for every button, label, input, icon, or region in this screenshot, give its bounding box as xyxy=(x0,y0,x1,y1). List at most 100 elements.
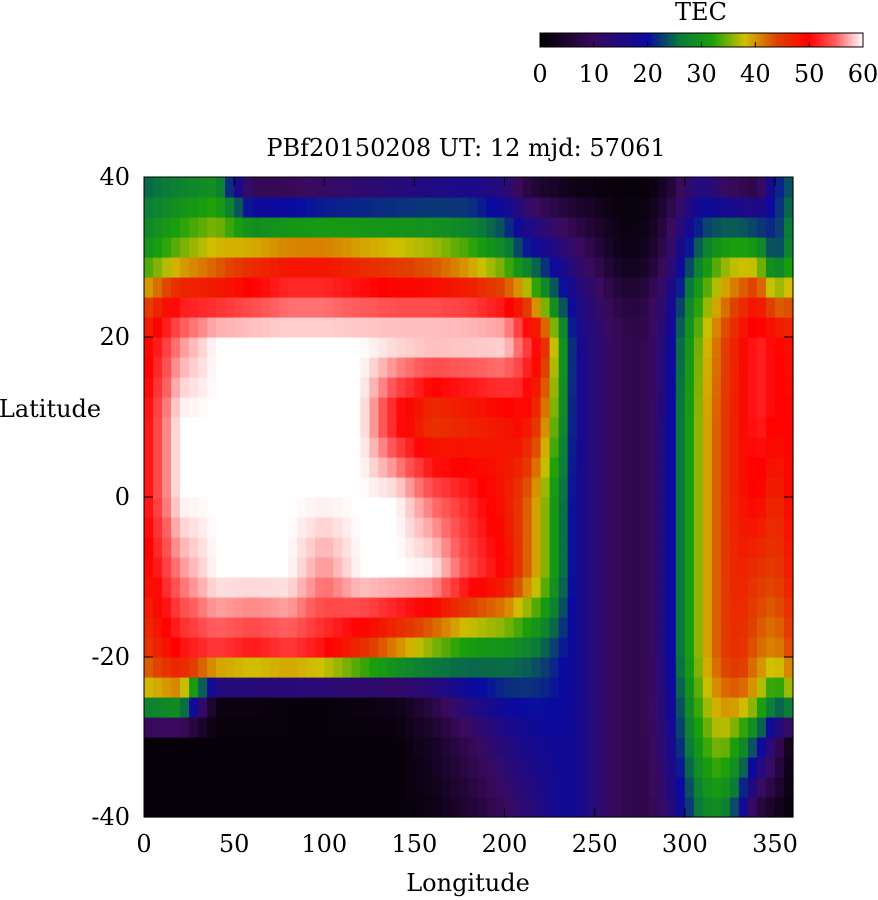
heatmap-cell xyxy=(306,437,316,458)
heatmap-cell xyxy=(207,617,217,638)
heatmap-cell xyxy=(702,177,713,198)
heatmap-cell xyxy=(369,337,379,358)
heatmap-cell xyxy=(288,777,298,798)
heatmap-cell xyxy=(738,417,749,438)
heatmap-cell xyxy=(729,777,740,798)
heatmap-cell xyxy=(351,677,361,698)
heatmap-cell xyxy=(513,717,524,738)
heatmap-cell xyxy=(459,557,470,578)
heatmap-cell xyxy=(495,617,506,638)
heatmap-cell xyxy=(693,317,704,338)
heatmap-cell xyxy=(441,557,452,578)
heatmap-cell xyxy=(423,517,434,538)
heatmap-cell xyxy=(612,297,623,318)
heatmap-cell xyxy=(351,417,361,438)
heatmap-cell xyxy=(558,517,569,538)
heatmap-cell xyxy=(522,637,533,658)
heatmap-cell xyxy=(432,637,443,658)
heatmap-cell xyxy=(720,617,731,638)
heatmap-cell xyxy=(288,577,298,598)
heatmap-cell xyxy=(171,397,181,418)
heatmap-cell xyxy=(324,757,334,778)
heatmap-cell xyxy=(594,597,605,618)
heatmap-cell xyxy=(450,657,461,678)
heatmap-cell xyxy=(369,497,379,518)
heatmap-cell xyxy=(540,217,551,238)
heatmap-cell xyxy=(702,477,713,498)
heatmap-cell xyxy=(540,777,551,798)
heatmap-cell xyxy=(657,317,668,338)
heatmap-cell xyxy=(225,477,235,498)
heatmap-cell xyxy=(720,217,731,238)
heatmap-cell xyxy=(441,217,452,238)
heatmap-cell xyxy=(189,357,199,378)
heatmap-cell xyxy=(684,357,695,378)
heatmap-cell xyxy=(738,577,749,598)
heatmap-cell xyxy=(243,417,253,438)
heatmap-cell xyxy=(783,417,794,438)
heatmap-cell xyxy=(333,177,343,198)
heatmap-cell xyxy=(522,737,533,758)
heatmap-cell xyxy=(153,477,163,498)
heatmap-cell xyxy=(558,757,569,778)
heatmap-cell xyxy=(180,717,190,738)
heatmap-cell xyxy=(729,617,740,638)
heatmap-cell xyxy=(351,737,361,758)
heatmap-cell xyxy=(711,197,722,218)
heatmap-cell xyxy=(171,517,181,538)
heatmap-cell xyxy=(387,297,397,318)
heatmap-cell xyxy=(180,377,190,398)
heatmap-cell xyxy=(279,797,289,818)
heatmap-cell xyxy=(666,597,677,618)
heatmap-cell xyxy=(396,797,406,818)
heatmap-cell xyxy=(540,377,551,398)
heatmap-cell xyxy=(432,297,443,318)
heatmap-cell xyxy=(495,677,506,698)
heatmap-cell xyxy=(567,777,578,798)
heatmap-cell xyxy=(468,177,479,198)
heatmap-cell xyxy=(333,497,343,518)
heatmap-cell xyxy=(342,697,352,718)
heatmap-cell xyxy=(630,217,641,238)
heatmap-cell xyxy=(621,457,632,478)
heatmap-cell xyxy=(630,797,641,818)
heatmap-cell xyxy=(747,717,758,738)
heatmap-cell xyxy=(630,717,641,738)
heatmap-cell xyxy=(468,537,479,558)
heatmap-cell xyxy=(693,277,704,298)
heatmap-cell xyxy=(711,597,722,618)
heatmap-cell xyxy=(405,417,416,438)
heatmap-cell xyxy=(531,457,542,478)
heatmap-cell xyxy=(306,677,316,698)
heatmap-cell xyxy=(369,197,379,218)
heatmap-cell xyxy=(441,477,452,498)
heatmap-cell xyxy=(198,597,208,618)
heatmap-cell xyxy=(423,277,434,298)
heatmap-cell xyxy=(513,197,524,218)
heatmap-cell xyxy=(198,237,208,258)
heatmap-cell xyxy=(315,297,325,318)
heatmap-cell xyxy=(729,657,740,678)
heatmap-cell xyxy=(765,197,776,218)
heatmap-cell xyxy=(666,217,677,238)
heatmap-cell xyxy=(549,577,560,598)
heatmap-cell xyxy=(189,697,199,718)
heatmap-cell xyxy=(765,717,776,738)
heatmap-cell xyxy=(441,517,452,538)
heatmap-cell xyxy=(378,697,388,718)
heatmap-cell xyxy=(549,457,560,478)
heatmap-cell xyxy=(432,217,443,238)
heatmap-cell xyxy=(243,797,253,818)
heatmap-cell xyxy=(297,177,307,198)
heatmap-cell xyxy=(450,437,461,458)
heatmap-cell xyxy=(378,717,388,738)
heatmap-cell xyxy=(783,477,794,498)
heatmap-cell xyxy=(621,557,632,578)
heatmap-cell xyxy=(243,357,253,378)
heatmap-cell xyxy=(783,217,794,238)
heatmap-cell xyxy=(540,237,551,258)
heatmap-cell xyxy=(225,737,235,758)
heatmap-cell xyxy=(441,237,452,258)
heatmap-cell xyxy=(441,637,452,658)
heatmap-cell xyxy=(396,717,406,738)
